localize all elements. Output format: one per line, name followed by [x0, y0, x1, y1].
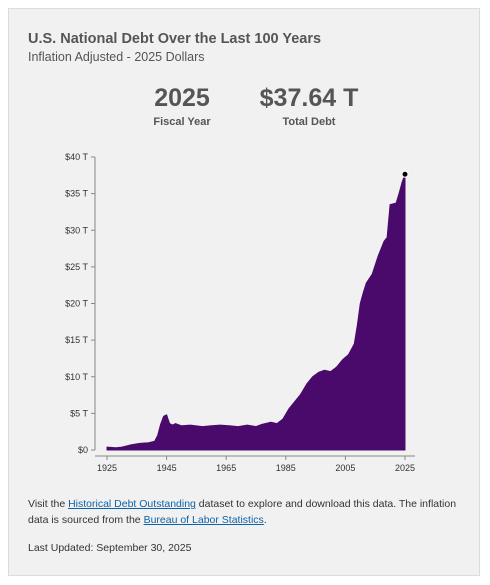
y-tick-label: $35 T [65, 189, 88, 199]
fiscal-year-stat: 2025 Fiscal Year [137, 84, 227, 128]
total-debt-stat: $37.64 T Total Debt [239, 84, 379, 128]
plot-area[interactable] [106, 170, 409, 451]
y-tick-label: $0 [78, 445, 88, 455]
y-tick-label: $20 T [65, 299, 88, 309]
x-tick-label: 1925 [97, 463, 117, 473]
chart-subtitle: Inflation Adjusted - 2025 Dollars [28, 50, 205, 64]
footer-text-2: dataset to explore and download this dat… [28, 498, 457, 526]
chart-title: U.S. National Debt Over the Last 100 Yea… [28, 31, 322, 47]
x-tick-label: 1945 [157, 463, 177, 473]
x-tick-label: 2025 [395, 463, 415, 473]
fiscal-year-label: Fiscal Year [153, 116, 211, 128]
y-axis: $0 $5 T $10 T $15 T $20 T $25 T $30 T $35 T $40 … [65, 152, 96, 455]
debt-area-chart[interactable]: $0 $5 T $10 T $15 T $20 T $25 T $30 T $35 T $40 … [9, 149, 479, 484]
y-tick-label: $25 T [65, 262, 88, 272]
chart-card: U.S. National Debt Over the Last 100 Yea… [8, 8, 480, 576]
y-tick-label: $40 T [65, 152, 88, 162]
total-debt-label: Total Debt [282, 116, 336, 128]
latest-value-marker[interactable] [401, 170, 409, 178]
footer-text-3: . [263, 514, 267, 526]
y-tick-label: $30 T [65, 225, 88, 235]
y-tick-label: $15 T [65, 335, 88, 345]
debt-area[interactable] [106, 173, 406, 451]
x-tick-label: 1985 [276, 463, 296, 473]
x-tick-label: 1965 [216, 463, 236, 473]
y-tick-label: $10 T [65, 372, 88, 382]
historical-debt-link[interactable]: Historical Debt Outstanding [68, 498, 196, 510]
fiscal-year-value: 2025 [154, 84, 210, 112]
total-debt-value: $37.64 T [259, 84, 359, 112]
x-tick-label: 2005 [335, 463, 355, 473]
footer-text-1: Visit the [28, 498, 69, 510]
bls-link[interactable]: Bureau of Labor Statistics [143, 514, 264, 526]
footer-note: Visit the Historical Debt Outstanding da… [28, 496, 468, 528]
x-axis: 1925 1945 1965 1985 2005 2025 [95, 455, 415, 473]
last-updated: Last Updated: September 30, 2025 [28, 542, 192, 554]
y-tick-label: $5 T [70, 408, 88, 418]
